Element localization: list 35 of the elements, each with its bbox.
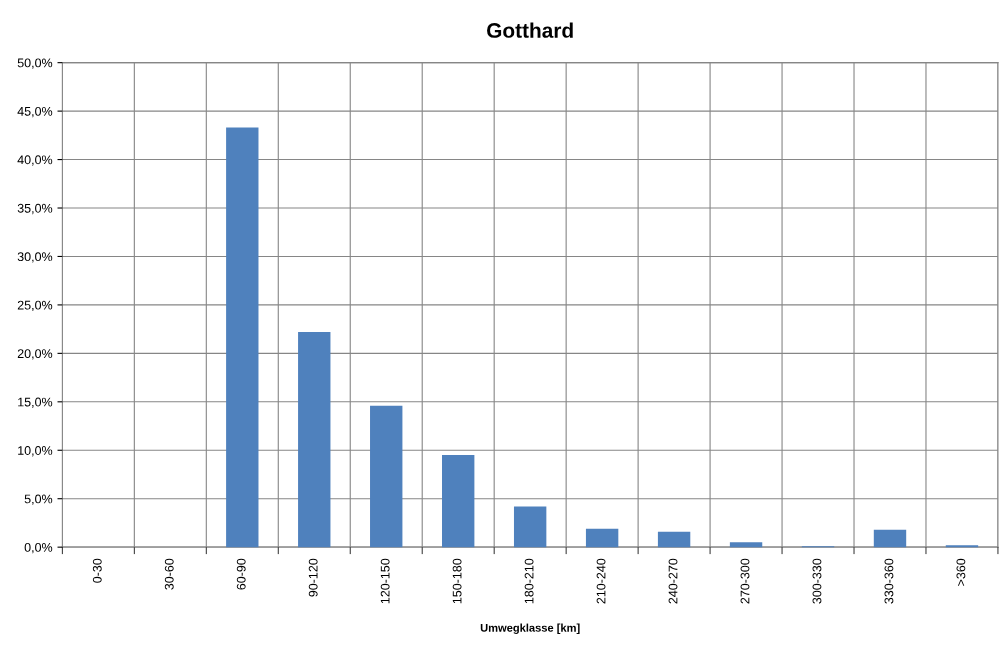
y-tick-label: 5,0%: [24, 494, 53, 505]
bar: [513, 506, 547, 548]
bar: [298, 332, 331, 548]
y-tick-label: 0,0%: [24, 542, 53, 554]
x-axis-title: Umwegklasse [km]: [480, 623, 580, 634]
y-tick-label: 25,0%: [17, 300, 53, 312]
x-tick-label: 150-180: [452, 558, 462, 604]
chart-title: Gotthard: [487, 22, 573, 38]
y-tick-label: 35,0%: [17, 203, 53, 215]
x-tick-label: 210-240: [596, 558, 606, 604]
bar: [729, 542, 763, 548]
bar: [585, 528, 619, 548]
x-tick-label: 120-150: [380, 558, 390, 604]
bar: [442, 455, 475, 548]
y-tick-label: 30,0%: [17, 252, 53, 263]
y-tick-label: 40,0%: [17, 155, 53, 166]
x-tick-label: 0-30: [92, 558, 102, 583]
x-tick-label: >360: [956, 558, 966, 586]
y-tick-label: 10,0%: [18, 446, 53, 457]
y-tick-label: 45,0%: [17, 106, 53, 118]
x-tick-label: 90-120: [308, 558, 318, 597]
bar: [370, 405, 403, 548]
x-tick-label: 30-60: [164, 558, 174, 590]
bar: [226, 127, 259, 548]
x-tick-label: 270-300: [740, 558, 750, 604]
x-tick-label: 60-90: [236, 558, 246, 590]
y-tick-label: 15,0%: [18, 397, 53, 408]
y-tick-label: 20,0%: [17, 349, 53, 360]
x-tick-label: 240-270: [668, 558, 678, 604]
x-tick-label: 300-330: [812, 558, 822, 604]
x-tick-label: 180-210: [524, 558, 534, 604]
bar: [657, 531, 691, 548]
bar: [873, 529, 907, 548]
y-tick-label: 50,0%: [17, 58, 53, 69]
x-tick-label: 330-360: [884, 558, 894, 604]
